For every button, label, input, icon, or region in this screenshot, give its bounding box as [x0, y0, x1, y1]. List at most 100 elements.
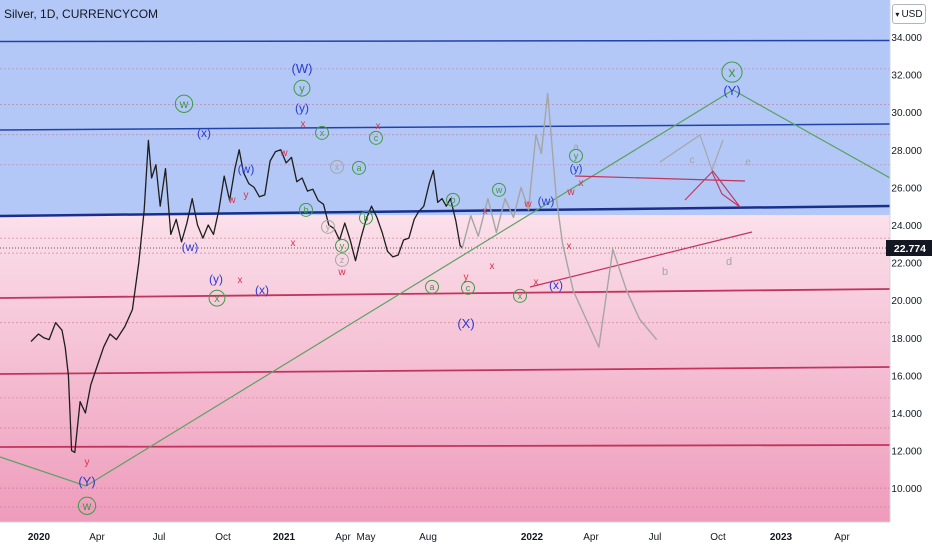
wave-label: (X) — [457, 316, 474, 331]
wave-label-circle — [299, 202, 313, 217]
wave-label: (w) — [538, 194, 555, 208]
wave-label: x — [579, 178, 584, 189]
wave-label-circle — [315, 125, 329, 140]
wave-label: w — [495, 185, 503, 195]
wave-label: (w) — [238, 162, 255, 176]
zone-line — [0, 123, 891, 131]
wave-label: e — [745, 157, 751, 168]
resistance-trendline — [574, 175, 746, 182]
wave-label: y — [464, 272, 469, 283]
wave-label: x — [376, 121, 381, 132]
x-tick-label: Apr — [89, 532, 105, 543]
wave-label: y — [244, 190, 249, 201]
wave-label-circle — [174, 94, 194, 113]
wave-label-circle — [359, 210, 373, 225]
price-line — [30, 139, 463, 454]
x-axis[interactable]: 2020 Apr Jul Oct 2021 Apr May Aug 2022 Apr Jul Oct 2… — [0, 521, 932, 550]
wave-label: y — [85, 457, 90, 468]
wxy-trend-line — [0, 89, 891, 487]
x-tick-label: May — [357, 532, 376, 543]
wave-label: c — [690, 155, 695, 166]
wave-label-circle — [369, 130, 383, 145]
wave-label: (Y) — [78, 474, 95, 489]
wave-label-circle — [330, 159, 344, 174]
wave-label: w — [279, 148, 288, 159]
wave-label: y — [326, 222, 331, 232]
support-trendline — [529, 231, 753, 288]
wave-label-circle — [461, 280, 475, 295]
wave-label-circle — [77, 496, 97, 515]
wave-label: b — [662, 266, 668, 278]
wave-label: w — [523, 199, 532, 210]
y-tick-label: 16.000 — [891, 371, 922, 382]
zone-line — [0, 204, 891, 218]
y-tick-label: 10.000 — [891, 484, 922, 495]
wave-label: (x) — [255, 283, 269, 297]
wave-label: x — [483, 206, 488, 217]
x-tick-label: Jul — [153, 532, 166, 543]
wave-label: x — [518, 291, 523, 301]
wave-label: a — [573, 142, 579, 153]
gray-projection-top — [659, 134, 724, 172]
y-tick-label: 24.000 — [891, 221, 922, 232]
wave-label-circle — [425, 279, 439, 294]
y-tick-label: 32.000 — [891, 71, 922, 82]
y-axis[interactable]: 34.000 32.000 30.000 28.000 26.000 24.000 22.0… — [886, 0, 932, 550]
wave-label-circle — [446, 192, 460, 207]
wave-label: (x) — [549, 278, 563, 292]
wave-label: x — [729, 64, 736, 80]
wave-label: x — [490, 261, 495, 272]
wave-label: x — [301, 119, 306, 130]
y-tick-label: 28.000 — [891, 146, 922, 157]
wave-label: x — [567, 241, 572, 252]
x-tick-label: Oct — [710, 532, 726, 543]
x-tick-label: Apr — [834, 532, 850, 543]
price-tag-label: 22.774 — [894, 243, 926, 255]
wave-label: z — [340, 255, 345, 265]
wave-label: w — [227, 195, 236, 206]
zone-line — [0, 39, 891, 43]
wave-label: b — [450, 195, 455, 205]
wave-label: x — [291, 238, 296, 249]
wave-label: x — [335, 162, 340, 172]
wave-label: (y) — [295, 101, 309, 115]
zone-lines — [0, 39, 891, 448]
symbol-header[interactable]: Silver, 1D, CURRENCYCOM — [4, 7, 159, 21]
wave-label: y — [340, 241, 345, 251]
y-tick-label: 34.000 — [891, 33, 922, 44]
data-source: CURRENCYCOM — [62, 7, 159, 21]
wave-label-circle — [492, 182, 506, 197]
wave-label: (Y) — [723, 83, 740, 98]
blue-zone — [0, 0, 890, 215]
wave-label: x — [238, 275, 243, 286]
wave-label-circle — [335, 252, 349, 267]
wave-label-circle — [721, 61, 743, 83]
wave-label: x — [534, 277, 539, 288]
y-tick-label: 12.000 — [891, 447, 922, 458]
wave-label-circle — [513, 288, 527, 303]
x-tick-label: Apr — [583, 532, 599, 543]
wave-label-circle — [293, 79, 311, 97]
wave-label-circle — [208, 289, 226, 307]
x-axis-background — [0, 522, 932, 550]
projection-line — [461, 92, 658, 348]
wave-label: w — [82, 499, 92, 513]
wave-label: a — [429, 282, 434, 292]
wave-label: (W) — [292, 61, 313, 76]
y-tick-label: 26.000 — [891, 183, 922, 194]
wave-label: b — [363, 213, 368, 223]
wave-label: y — [574, 151, 579, 161]
wave-label: c — [374, 133, 379, 143]
wave-label: b — [303, 205, 308, 215]
wave-label-circle — [335, 238, 349, 253]
wave-label: (y) — [570, 163, 583, 175]
wave-label: y — [299, 83, 305, 95]
wave-label: x — [214, 293, 220, 305]
x-tick-label: Apr — [335, 532, 351, 543]
y-tick-label: 30.000 — [891, 108, 922, 119]
currency-button[interactable]: ▾ USD — [892, 4, 926, 24]
chevron-down-icon: ▾ — [895, 9, 900, 19]
price-series — [30, 92, 658, 454]
